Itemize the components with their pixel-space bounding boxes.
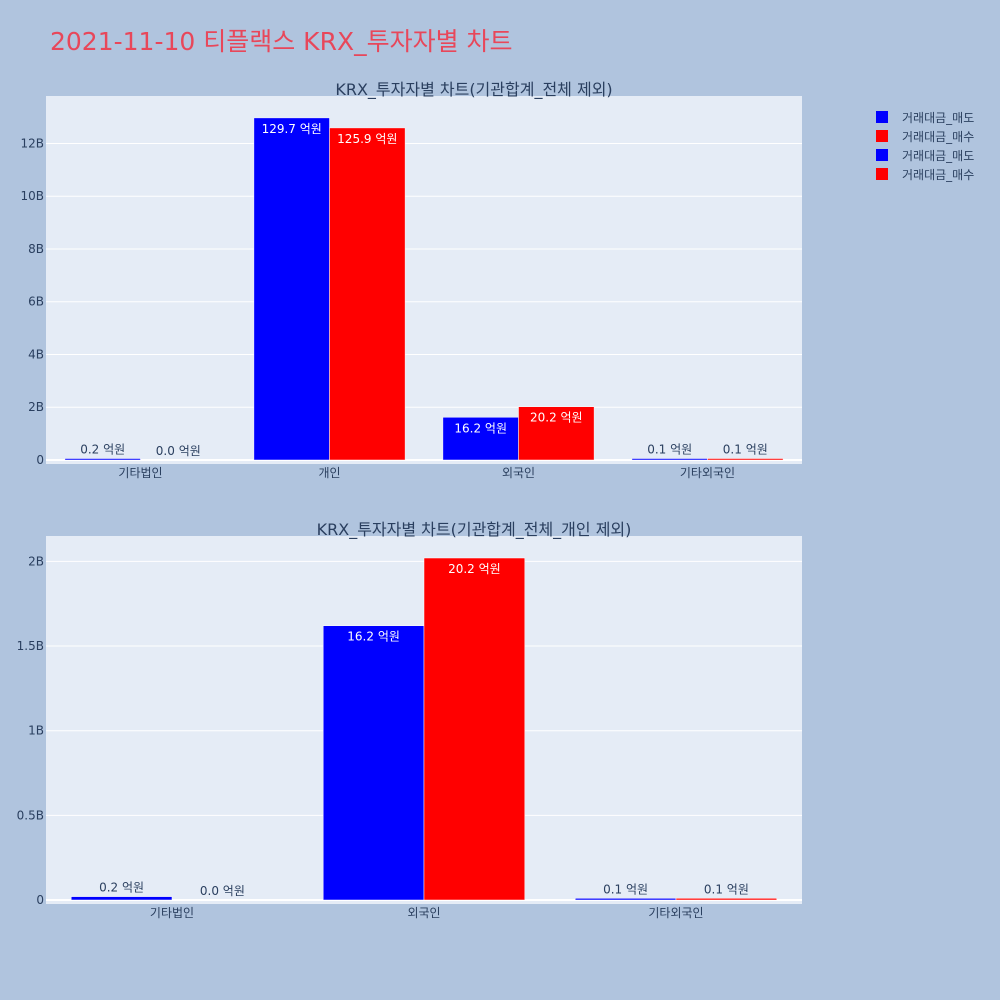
- legend-label: 거래대금_매수: [902, 129, 975, 144]
- y-tick-label: 0: [36, 893, 44, 907]
- page-title: 2021-11-10 티플랙스 KRX_투자자별 차트: [50, 27, 513, 56]
- x-tick-label: 외국인: [407, 906, 440, 920]
- bar: [518, 406, 595, 461]
- data-label: 0.2 억원: [99, 881, 144, 895]
- legend-item[interactable]: 거래대금_매도: [876, 144, 974, 166]
- x-tick-label: 외국인: [502, 466, 535, 480]
- bar: [631, 458, 708, 461]
- data-label: 0.1 억원: [723, 443, 768, 457]
- legend-item[interactable]: 거래대금_매도: [876, 106, 974, 128]
- data-label: 129.7 억원: [262, 122, 322, 136]
- data-label: 0.1 억원: [647, 443, 692, 457]
- y-tick-label: 2B: [28, 554, 44, 568]
- bar: [675, 898, 778, 901]
- legend-swatch: [876, 168, 888, 180]
- y-tick-label: 6B: [28, 295, 44, 309]
- bar: [574, 898, 677, 901]
- bar: [64, 458, 141, 461]
- legend-swatch: [876, 111, 888, 123]
- y-tick-label: 1.5B: [17, 639, 44, 653]
- chart-title: KRX_투자자별 차트(기관합계_전체_개인 제외): [317, 520, 632, 540]
- legend-swatch: [876, 149, 888, 161]
- legend-label: 거래대금_매수: [902, 167, 975, 182]
- x-tick-label: 기타외국인: [680, 466, 735, 480]
- x-tick-label: 기타외국인: [648, 906, 703, 920]
- chart-title: KRX_투자자별 차트(기관합계_전체 제외): [335, 80, 612, 100]
- bar: [322, 625, 425, 901]
- bar: [253, 117, 330, 461]
- bar: [707, 458, 784, 461]
- data-label: 0.1 억원: [603, 882, 648, 896]
- x-tick-label: 기타법인: [150, 906, 194, 920]
- data-label: 0.0 억원: [156, 444, 201, 458]
- x-tick-label: 개인: [318, 466, 340, 480]
- legend[interactable]: 거래대금_매도 거래대금_매수 거래대금_매도 거래대금_매수: [876, 106, 974, 182]
- bar: [329, 127, 406, 461]
- y-tick-label: 4B: [28, 347, 44, 361]
- data-label: 20.2 억원: [448, 562, 501, 576]
- y-tick-label: 10B: [20, 189, 44, 203]
- legend-swatch: [876, 130, 888, 142]
- legend-item[interactable]: 거래대금_매수: [876, 163, 974, 185]
- y-tick-label: 12B: [20, 136, 44, 150]
- data-label: 0.0 억원: [200, 884, 245, 898]
- data-label: 16.2 억원: [454, 421, 507, 435]
- data-label: 0.1 억원: [704, 882, 749, 896]
- data-label: 125.9 억원: [337, 132, 397, 146]
- data-label: 0.2 억원: [80, 443, 125, 457]
- y-tick-label: 0: [36, 453, 44, 467]
- y-tick-label: 1B: [28, 724, 44, 738]
- y-tick-label: 0.5B: [17, 808, 44, 822]
- legend-label: 거래대금_매도: [902, 110, 975, 125]
- data-label: 16.2 억원: [347, 630, 400, 644]
- plot-area: [46, 96, 802, 464]
- y-tick-label: 2B: [28, 400, 44, 414]
- y-tick-label: 8B: [28, 242, 44, 256]
- bar: [70, 896, 173, 901]
- bar: [423, 557, 526, 901]
- legend-item[interactable]: 거래대금_매수: [876, 125, 974, 147]
- data-label: 20.2 억원: [530, 411, 583, 425]
- legend-label: 거래대금_매도: [902, 148, 975, 163]
- x-tick-label: 기타법인: [118, 466, 162, 480]
